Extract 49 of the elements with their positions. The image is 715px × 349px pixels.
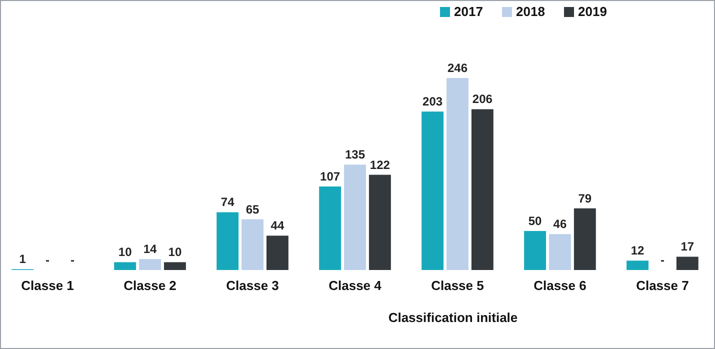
- bar: [574, 208, 596, 270]
- text: -: [660, 253, 664, 267]
- legend-label: 2017: [454, 4, 483, 19]
- data-label: 1: [19, 252, 26, 266]
- data-label: 10: [168, 245, 182, 260]
- data-label: 122: [370, 158, 390, 172]
- data-label: 107: [320, 169, 340, 184]
- x-tick-label: Classe 2: [124, 278, 176, 293]
- data-label: 135: [344, 148, 366, 162]
- bar: [114, 262, 136, 270]
- bar: [549, 234, 571, 270]
- data-label: 12: [630, 244, 645, 258]
- data-label: 17: [680, 240, 694, 254]
- data-label: 46: [553, 217, 567, 232]
- bar: [344, 164, 366, 270]
- x-tick-label: Classe 3: [226, 278, 279, 293]
- x-tick-label: Classe 6: [534, 278, 586, 293]
- x-tick-label: Classe 5: [431, 278, 484, 293]
- x-tick-label: Classe 4: [328, 278, 382, 293]
- text: -: [46, 253, 50, 267]
- bar: [242, 219, 264, 270]
- data-label: 206: [472, 92, 493, 106]
- data-label: 246: [447, 61, 468, 75]
- bar: [446, 78, 468, 270]
- bar: [368, 174, 391, 270]
- bar: [422, 112, 444, 270]
- text: -: [70, 253, 74, 267]
- bar: [164, 262, 186, 270]
- x-tick-label: Classe 1: [21, 278, 74, 293]
- x-tick-label: Classe 7: [636, 278, 689, 293]
- data-label: 14: [143, 242, 158, 256]
- data-label: 65: [246, 202, 260, 216]
- data-label: 203: [422, 94, 443, 109]
- legend-label: 2019: [578, 4, 607, 19]
- bar: [266, 236, 288, 270]
- bar: [319, 186, 342, 270]
- bar: [139, 259, 161, 270]
- bar: [626, 260, 648, 270]
- data-label: 74: [220, 195, 235, 210]
- data-label: 79: [578, 191, 592, 206]
- data-label: 50: [528, 214, 542, 228]
- legend-label: 2018: [516, 4, 545, 19]
- x-axis-title: Classification initiale: [388, 310, 518, 325]
- data-label: 44: [270, 218, 284, 233]
- bar: [524, 230, 546, 270]
- bar: [471, 109, 494, 270]
- bar: [676, 256, 698, 270]
- data-label: 10: [118, 245, 132, 260]
- bar: [216, 212, 239, 270]
